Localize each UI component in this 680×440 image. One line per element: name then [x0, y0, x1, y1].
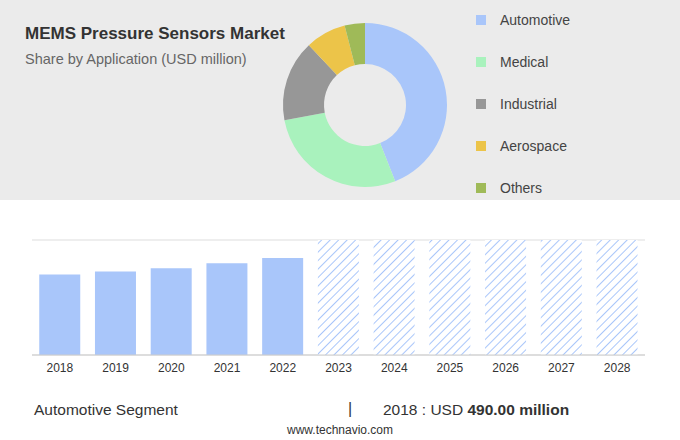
- html-text:Aerospace: Aerospace: [500, 138, 567, 154]
- svg-text:2025: 2025: [437, 361, 464, 375]
- html-text:www.technavio.com: www.technavio.com: [287, 423, 393, 437]
- html-text:Industrial: Industrial: [500, 96, 557, 112]
- svg-text:2022: 2022: [269, 361, 296, 375]
- html-text:Share by Application (USD mill: Share by Application (USD million): [25, 51, 247, 67]
- html-text:Automotive: Automotive: [500, 12, 570, 28]
- svg-text:2019: 2019: [102, 361, 129, 375]
- svg-text:2020: 2020: [158, 361, 185, 375]
- html-text:MEMS Pressure Sensors Market: MEMS Pressure Sensors Market: [25, 24, 285, 43]
- html-text:Automotive Segment: Automotive Segment: [34, 401, 178, 418]
- html-text:Others: Others: [500, 180, 542, 196]
- svg-text:2018: 2018: [47, 361, 74, 375]
- html-text:Medical: Medical: [500, 54, 549, 70]
- svg-text:2027: 2027: [548, 361, 575, 375]
- svg-text:2023: 2023: [325, 361, 352, 375]
- svg-text:2028: 2028: [604, 361, 631, 375]
- svg-text:2026: 2026: [492, 361, 519, 375]
- svg-text:2021: 2021: [214, 361, 241, 375]
- svg-text:2024: 2024: [381, 361, 408, 375]
- html-text:2018 : USD 490.00 million: 2018 : USD 490.00 million: [383, 401, 570, 418]
